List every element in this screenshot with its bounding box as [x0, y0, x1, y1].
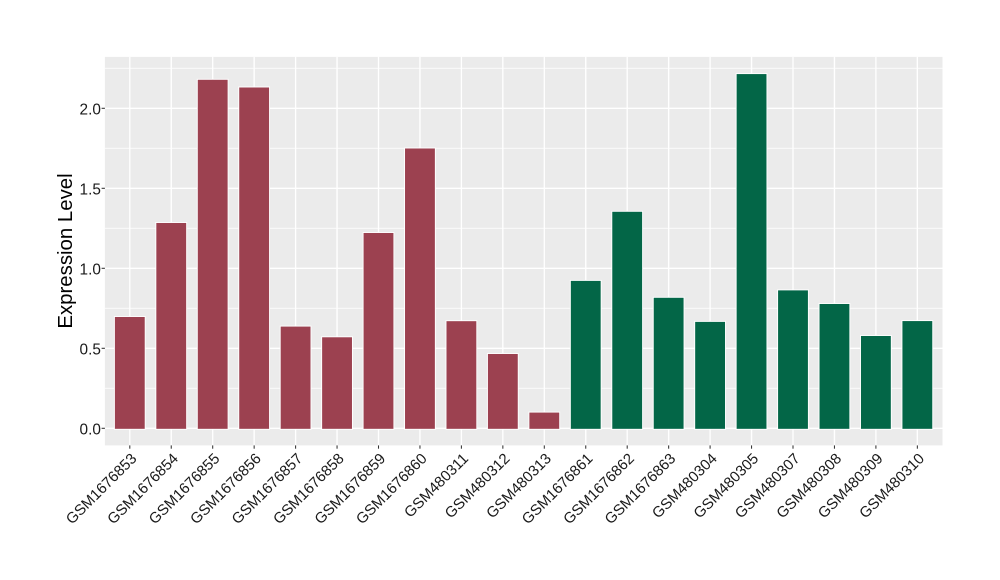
- svg-text:1.5: 1.5: [80, 181, 101, 198]
- svg-text:Expression Level: Expression Level: [55, 173, 77, 328]
- svg-text:0.5: 0.5: [80, 341, 101, 358]
- svg-text:GSM1676853: GSM1676853: [63, 450, 141, 528]
- svg-text:2.0: 2.0: [80, 101, 101, 118]
- svg-text:1.0: 1.0: [80, 261, 101, 278]
- svg-text:0.0: 0.0: [80, 421, 101, 438]
